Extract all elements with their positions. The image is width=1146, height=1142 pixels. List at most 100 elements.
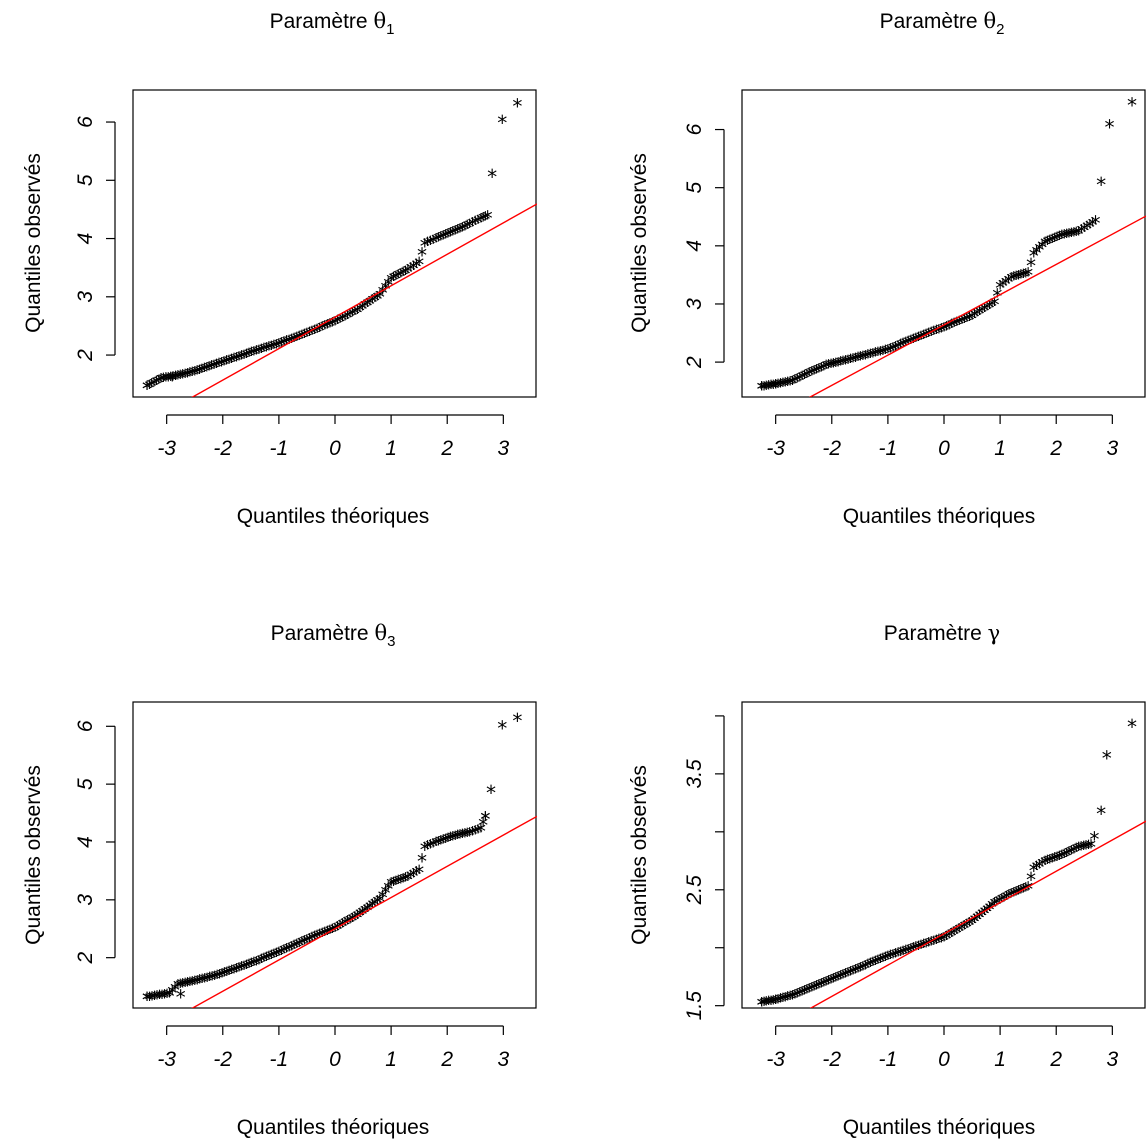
data-point: * <box>900 941 912 965</box>
data-point: * <box>777 989 789 1013</box>
data-point: * <box>382 878 394 902</box>
data-point: * <box>820 356 832 380</box>
x-tick-label: -3 <box>766 1048 785 1071</box>
data-point: * <box>422 233 434 257</box>
data-point: * <box>923 934 935 958</box>
data-point: * <box>760 993 772 1017</box>
data-point: * <box>218 964 230 988</box>
x-axis-label: Quantiles théoriques <box>237 505 430 528</box>
data-point: * <box>444 224 456 248</box>
data-point: * <box>815 974 827 998</box>
data-point: * <box>1046 230 1058 254</box>
x-tick-label: 0 <box>329 1048 341 1071</box>
data-point: * <box>181 973 193 997</box>
data-point: * <box>1056 846 1068 870</box>
panel-title-symbol: γ <box>988 621 1001 645</box>
data-point: * <box>477 813 489 837</box>
data-point: * <box>1025 254 1037 278</box>
data-point: * <box>1046 849 1058 873</box>
data-point: * <box>1020 878 1032 902</box>
data-point: * <box>1088 828 1100 852</box>
data-point: * <box>1049 849 1061 873</box>
data-point: * <box>1068 840 1080 864</box>
data-point: * <box>419 838 431 862</box>
data-point: * <box>486 165 498 189</box>
data-point: * <box>1063 224 1075 248</box>
data-point: * <box>194 971 206 995</box>
reference-line <box>191 815 537 1008</box>
data-point: * <box>941 927 953 951</box>
data-point: * <box>854 958 866 982</box>
data-point: * <box>233 959 245 983</box>
x-tick-label: 2 <box>1049 1048 1062 1071</box>
data-point: * <box>895 943 907 967</box>
data-point: * <box>235 958 247 982</box>
data-point: * <box>454 219 466 243</box>
data-point: * <box>238 957 250 981</box>
data-point: * <box>260 338 272 362</box>
data-point: * <box>166 982 178 1006</box>
data-point: * <box>435 228 447 252</box>
y-tick-label: 6 <box>74 116 97 128</box>
data-point: * <box>461 824 473 848</box>
data-point: * <box>1126 93 1138 117</box>
data-point: * <box>935 929 947 953</box>
data-point: * <box>278 333 290 357</box>
data-point: * <box>971 304 983 328</box>
data-point: * <box>801 365 813 389</box>
y-tick-label: 6 <box>74 720 97 732</box>
data-point: * <box>356 902 368 926</box>
data-point: * <box>230 348 242 372</box>
data-point: * <box>770 375 782 399</box>
data-point: * <box>189 363 201 387</box>
y-tick-label: 4 <box>683 240 706 252</box>
x-tick-label: 3 <box>1106 1048 1118 1071</box>
y-axis-label: Quantiles observés <box>22 765 45 945</box>
data-point: * <box>153 371 165 395</box>
data-point: * <box>1058 225 1070 249</box>
data-point: * <box>382 273 394 297</box>
data-point: * <box>291 935 303 959</box>
data-point: * <box>1049 229 1061 253</box>
data-point: * <box>763 992 775 1016</box>
data-point: * <box>319 317 331 341</box>
data-point: * <box>321 922 333 946</box>
data-point: * <box>1053 847 1065 871</box>
data-point: * <box>351 906 363 930</box>
data-point: * <box>141 377 153 401</box>
data-point: * <box>1039 852 1051 876</box>
data-point: * <box>390 872 402 896</box>
data-point: * <box>218 353 230 377</box>
data-point: * <box>1078 219 1090 243</box>
data-point: * <box>397 870 409 894</box>
data-point: * <box>842 963 854 987</box>
data-point: * <box>141 377 153 401</box>
data-point: * <box>156 986 168 1010</box>
data-point: * <box>469 212 481 236</box>
data-point: * <box>427 834 439 858</box>
data-point: * <box>245 343 257 367</box>
data-point: * <box>1015 880 1027 904</box>
data-point: * <box>1033 239 1045 263</box>
data-point: * <box>225 350 237 374</box>
data-point: * <box>175 985 187 1009</box>
data-point: * <box>837 352 849 376</box>
data-point: * <box>811 361 823 385</box>
x-tick-label: -3 <box>157 1048 176 1071</box>
data-point: * <box>221 963 233 987</box>
data-point: * <box>882 947 894 971</box>
data-point: * <box>298 931 310 955</box>
data-point: * <box>449 827 461 851</box>
data-point: * <box>835 353 847 377</box>
data-point: * <box>191 362 203 386</box>
data-point: * <box>1075 221 1087 245</box>
data-point: * <box>240 345 252 369</box>
data-point: * <box>808 977 820 1001</box>
data-point: * <box>161 985 173 1009</box>
data-point: * <box>163 985 175 1009</box>
data-point: * <box>915 327 927 351</box>
points-layer: ****************************************… <box>756 93 1138 399</box>
data-point: * <box>169 367 181 391</box>
data-point: * <box>943 926 955 950</box>
